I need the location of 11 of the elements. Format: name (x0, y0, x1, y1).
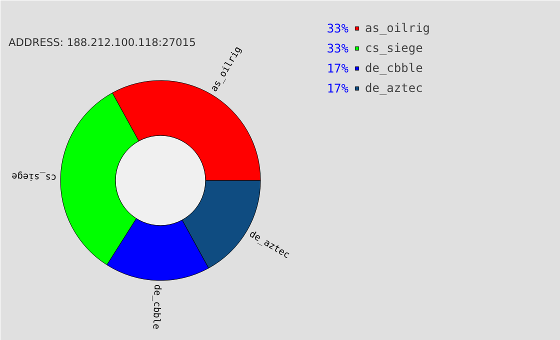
data-label: 33% (326, 42, 350, 56)
legend-label: de_cbble (365, 60, 423, 76)
legend-label: as_oilrig (365, 20, 430, 36)
data-label: 33% (326, 22, 350, 36)
slice-label: de_cbble (150, 284, 163, 330)
data-label: 17% (326, 82, 350, 96)
legend-label: de_aztec (365, 80, 423, 96)
data-label: 17% (326, 62, 350, 76)
legend-label: cs_siege (365, 40, 423, 56)
slice-label: cs_siege (11, 170, 57, 183)
text: ADDRESS: 188.212.100.118:27015 (8, 36, 196, 49)
